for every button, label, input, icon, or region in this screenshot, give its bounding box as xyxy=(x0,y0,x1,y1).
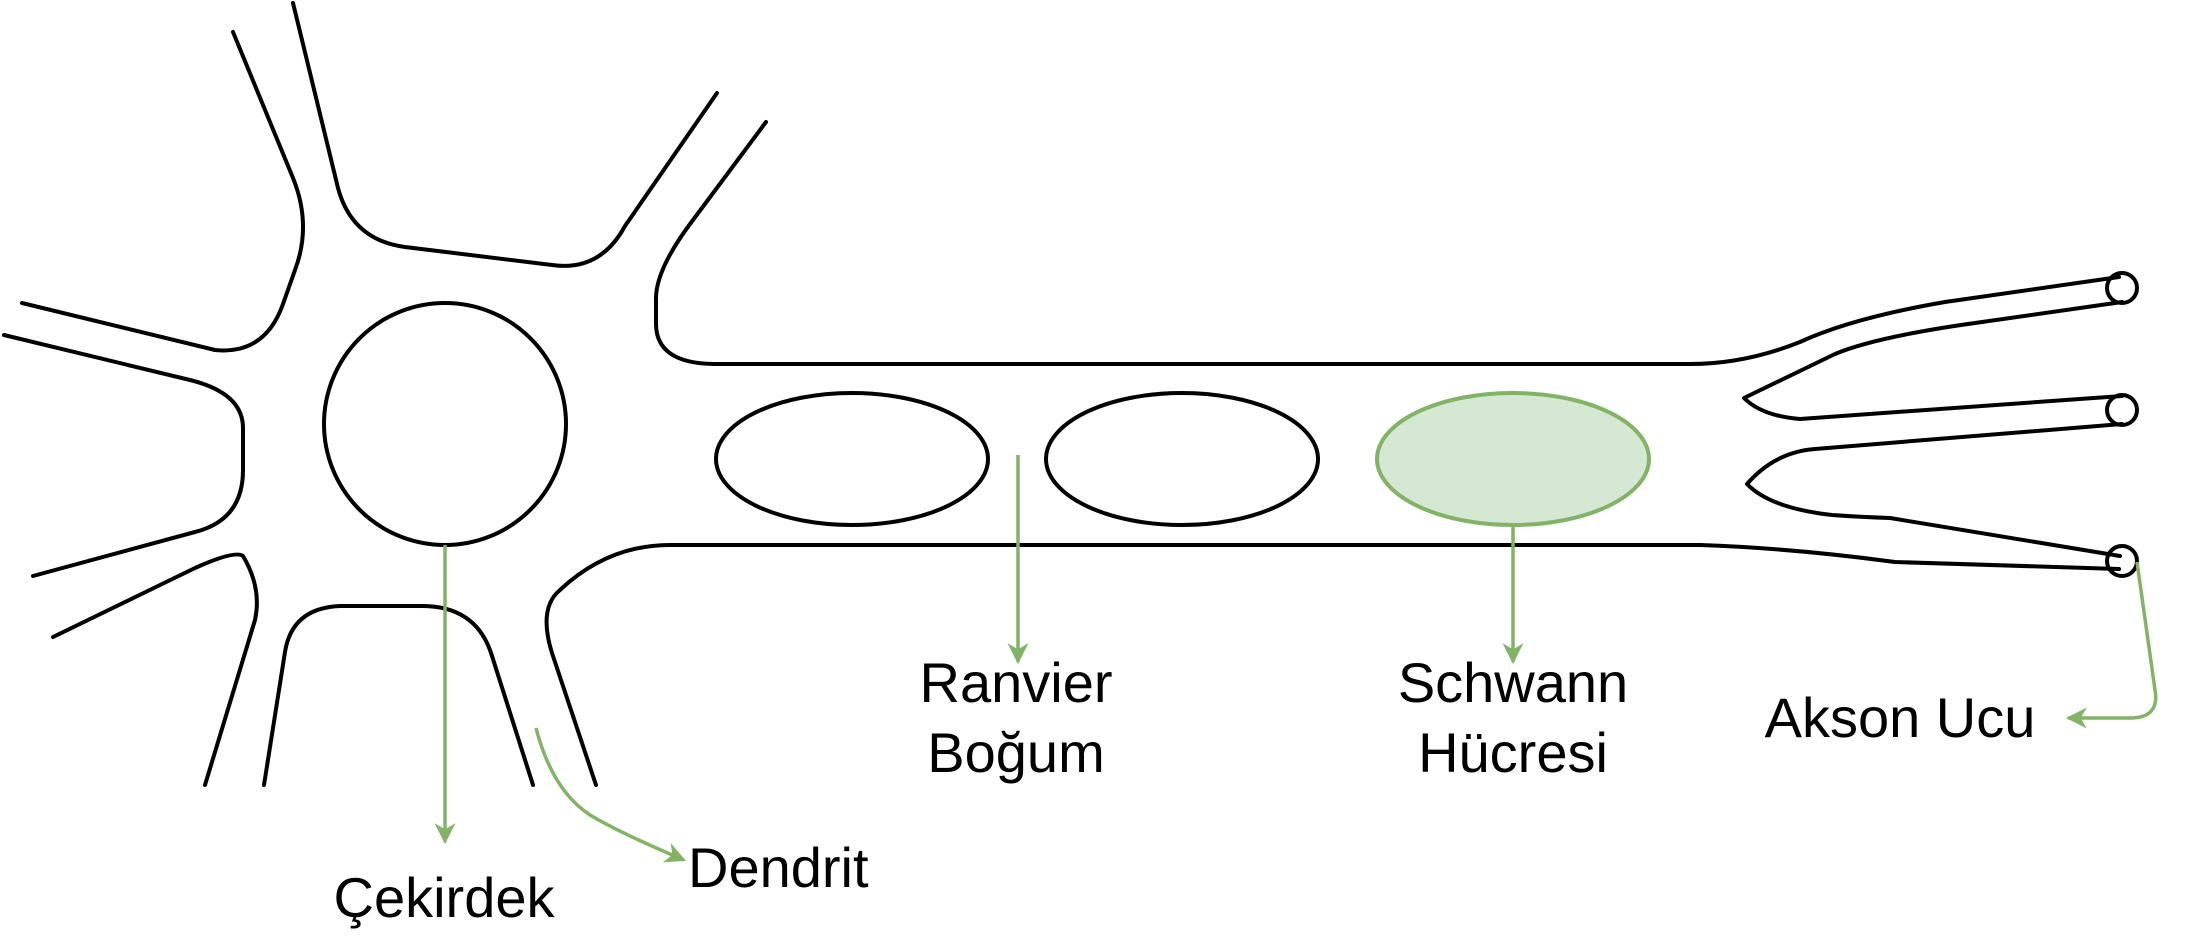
dendrite-branch-lower-left xyxy=(51,552,259,787)
label-ranvier-line-1: Ranvier xyxy=(920,651,1113,714)
axon-terminal-knob-2 xyxy=(2105,393,2139,427)
label-schwann-line-2: Hücresi xyxy=(1418,721,1608,784)
label-dendrite: Dendrit xyxy=(688,836,869,899)
schwann-cell-highlighted xyxy=(1375,391,1651,527)
label-nucleus: Çekirdek xyxy=(334,866,556,929)
myelin-sheath-2 xyxy=(1044,391,1320,527)
axon-terminal-branch-1 xyxy=(1742,300,2124,421)
axon-terminal-knob-1 xyxy=(2105,271,2139,305)
axon-terminal-branch-2 xyxy=(1745,422,2124,558)
label-axon-terminal: Akson Ucu xyxy=(1765,686,2036,749)
dendrite-branch-bottom xyxy=(262,604,535,787)
axon-upper-edge xyxy=(653,120,2121,366)
dendrite-branch-bottom-right xyxy=(544,543,2121,787)
dendrite-branch-top xyxy=(291,1,719,268)
axon-terminal-knob-3 xyxy=(2105,544,2139,578)
dendrite-branch-left xyxy=(2,333,245,578)
label-schwann-line-1: Schwann xyxy=(1398,651,1628,714)
label-ranvier-line-2: Boğum xyxy=(927,721,1104,784)
cell-body-outline xyxy=(2,1,2139,787)
axon-terminal-arrow xyxy=(2065,561,2158,729)
nucleus-circle xyxy=(322,301,568,547)
dendrite-arrow xyxy=(534,727,686,863)
dendrite-branch-top-left xyxy=(20,30,305,353)
myelin-sheath-1 xyxy=(714,391,990,527)
